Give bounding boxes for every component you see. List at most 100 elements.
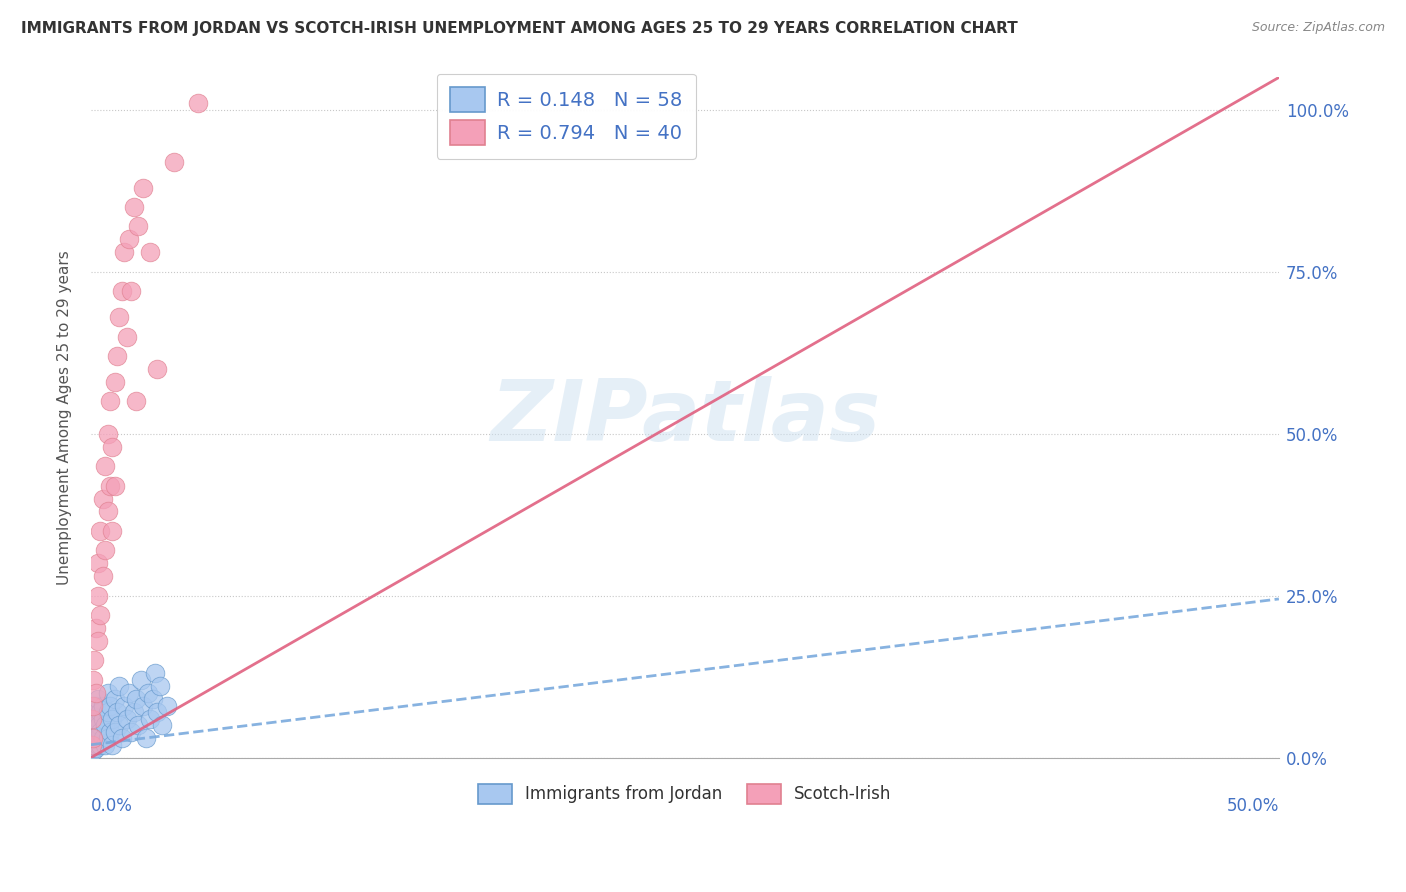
Point xyxy=(149,680,172,694)
Point xyxy=(143,666,166,681)
Point xyxy=(82,712,104,726)
Point xyxy=(83,653,105,667)
Point xyxy=(82,731,104,746)
Point xyxy=(87,738,110,752)
Point xyxy=(101,712,124,726)
Point xyxy=(146,706,169,720)
Point xyxy=(82,724,104,739)
Point xyxy=(91,569,114,583)
Point xyxy=(82,706,104,720)
Text: IMMIGRANTS FROM JORDAN VS SCOTCH-IRISH UNEMPLOYMENT AMONG AGES 25 TO 29 YEARS CO: IMMIGRANTS FROM JORDAN VS SCOTCH-IRISH U… xyxy=(21,21,1018,36)
Point xyxy=(87,731,110,746)
Point xyxy=(94,738,117,752)
Point xyxy=(98,478,121,492)
Point xyxy=(94,459,117,474)
Point xyxy=(125,394,148,409)
Point xyxy=(139,245,162,260)
Point xyxy=(111,731,134,746)
Point xyxy=(87,712,110,726)
Point xyxy=(112,698,135,713)
Point xyxy=(127,718,149,732)
Point xyxy=(97,504,120,518)
Point xyxy=(112,245,135,260)
Point xyxy=(84,731,107,746)
Point xyxy=(127,219,149,234)
Point xyxy=(91,698,114,713)
Text: ZIPatlas: ZIPatlas xyxy=(489,376,880,459)
Point xyxy=(163,154,186,169)
Point xyxy=(97,686,120,700)
Point xyxy=(97,731,120,746)
Point xyxy=(98,394,121,409)
Point xyxy=(94,543,117,558)
Point xyxy=(115,329,138,343)
Point xyxy=(82,731,104,746)
Point xyxy=(84,698,107,713)
Point xyxy=(87,634,110,648)
Y-axis label: Unemployment Among Ages 25 to 29 years: Unemployment Among Ages 25 to 29 years xyxy=(58,250,72,585)
Point xyxy=(84,741,107,756)
Point xyxy=(118,686,141,700)
Point xyxy=(89,724,111,739)
Point xyxy=(129,673,152,687)
Point xyxy=(104,478,127,492)
Point xyxy=(89,706,111,720)
Point xyxy=(108,718,131,732)
Text: Source: ZipAtlas.com: Source: ZipAtlas.com xyxy=(1251,21,1385,34)
Point xyxy=(91,731,114,746)
Point xyxy=(82,673,104,687)
Point xyxy=(80,738,103,752)
Point xyxy=(98,724,121,739)
Point xyxy=(82,712,104,726)
Point xyxy=(142,692,165,706)
Point xyxy=(91,491,114,506)
Point xyxy=(89,608,111,623)
Text: 0.0%: 0.0% xyxy=(91,797,132,814)
Point xyxy=(87,557,110,571)
Point xyxy=(89,524,111,538)
Point xyxy=(101,440,124,454)
Point xyxy=(132,180,155,194)
Point xyxy=(84,621,107,635)
Text: 50.0%: 50.0% xyxy=(1226,797,1279,814)
Point xyxy=(83,738,105,752)
Point xyxy=(132,698,155,713)
Point xyxy=(111,284,134,298)
Point xyxy=(156,698,179,713)
Point xyxy=(84,718,107,732)
Point xyxy=(80,738,103,752)
Point xyxy=(104,692,127,706)
Point xyxy=(97,706,120,720)
Point xyxy=(87,692,110,706)
Point xyxy=(105,349,128,363)
Point xyxy=(115,712,138,726)
Point xyxy=(125,692,148,706)
Point xyxy=(89,718,111,732)
Point xyxy=(97,426,120,441)
Point xyxy=(136,686,159,700)
Point xyxy=(82,698,104,713)
Point xyxy=(118,232,141,246)
Point xyxy=(122,706,145,720)
Point xyxy=(146,362,169,376)
Point xyxy=(122,200,145,214)
Point xyxy=(94,718,117,732)
Point xyxy=(86,724,108,739)
Point xyxy=(105,706,128,720)
Point xyxy=(101,738,124,752)
Point xyxy=(150,718,173,732)
Point xyxy=(89,738,111,752)
Point xyxy=(187,96,209,111)
Point xyxy=(120,724,142,739)
Point xyxy=(91,712,114,726)
Point xyxy=(82,741,104,756)
Point xyxy=(120,284,142,298)
Point xyxy=(108,680,131,694)
Point xyxy=(139,712,162,726)
Point xyxy=(101,524,124,538)
Point xyxy=(98,698,121,713)
Point xyxy=(84,686,107,700)
Point xyxy=(135,731,157,746)
Legend: Immigrants from Jordan, Scotch-Irish: Immigrants from Jordan, Scotch-Irish xyxy=(472,777,898,811)
Point xyxy=(82,744,104,758)
